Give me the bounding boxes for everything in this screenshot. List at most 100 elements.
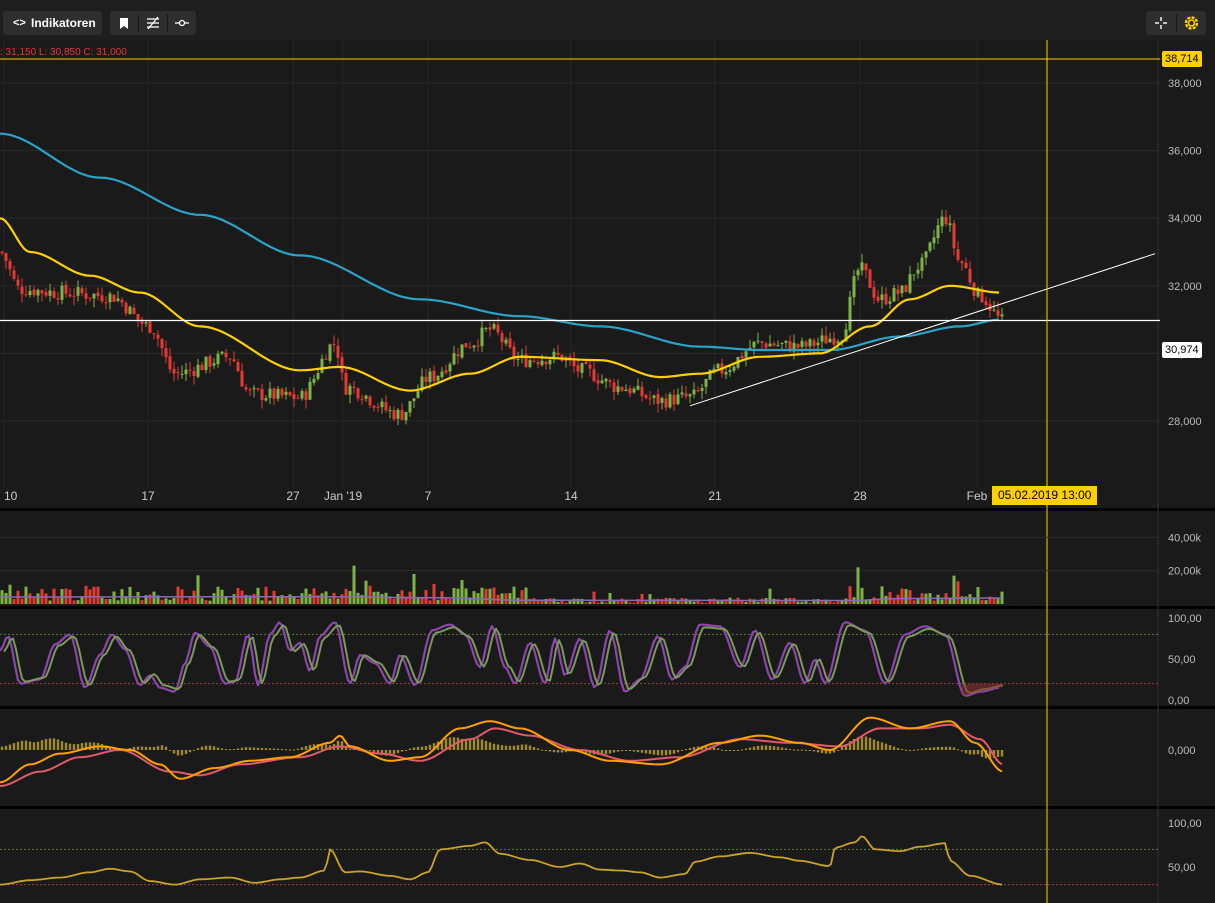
macd-histogram-bar [732,750,736,751]
volume-bar [912,600,916,604]
volume-bar [768,588,772,604]
volume-bar [568,601,572,604]
candle-body [224,352,228,358]
candle-body [248,389,252,391]
candle-body [764,343,768,348]
macd-histogram-bar [0,746,4,750]
crosshair-button[interactable] [1146,11,1176,35]
candle-body [12,270,16,279]
candle-body [0,251,4,254]
candle-body [68,294,72,297]
macd-histogram-bar [640,750,644,753]
volume-bar [972,598,976,604]
volume-bar [296,598,300,604]
candle-body [96,292,100,297]
candle-body [220,351,224,354]
candle-body [724,372,728,375]
volume-bar [248,595,252,604]
volume-bar [808,602,812,604]
volume-bar [196,575,200,604]
line-tool-button[interactable] [168,11,196,35]
volume-bar [744,601,748,604]
indicators-button[interactable]: <> Indikatoren [3,11,102,35]
candle-body [516,358,520,360]
candle-body [232,359,236,362]
macd-histogram-bar [376,750,380,754]
macd-histogram-bar [372,750,376,753]
volume-bar [624,600,628,604]
macd-histogram-bar [448,737,452,750]
volume-bar [636,599,640,604]
candle-body [136,313,140,321]
macd-histogram-bar [216,747,220,750]
candle-body [856,270,860,276]
volume-bar [72,600,76,604]
candle-body [704,378,708,387]
volume-bar [616,599,620,604]
macd-histogram-bar [188,750,192,753]
macd-histogram-bar [952,747,956,750]
volume-bar [108,599,112,604]
volume-bar [168,599,172,604]
volume-bar [388,596,392,604]
chart-area[interactable]: 28,00030,00032,00034,00036,00038,0001017… [0,40,1215,903]
volume-bar [932,600,936,604]
volume-bar [200,598,204,604]
macd-histogram-bar [140,746,144,750]
candle-body [572,359,576,367]
macd-histogram-bar [168,750,172,751]
macd-histogram-bar [908,750,912,751]
volume-bar [804,601,808,604]
macd-histogram-bar [232,748,236,750]
macd-histogram-bar [400,750,404,752]
volume-bar [188,597,192,604]
settings-button[interactable] [1177,11,1206,35]
macd-histogram-bar [60,741,64,750]
macd-histogram-bar [816,750,820,753]
chart-svg[interactable]: 28,00030,00032,00034,00036,00038,0001017… [0,40,1215,903]
volume-bar [484,588,488,604]
volume-bar [56,596,60,604]
macd-histogram-bar [664,750,668,756]
volume-bar [152,591,156,604]
volume-bar [964,596,968,604]
candle-body [668,394,672,408]
candle-body [240,370,244,387]
candle-body [116,298,120,301]
macd-histogram-bar [380,750,384,756]
volume-bar [752,599,756,604]
macd-histogram-bar [892,746,896,750]
candle-body [44,292,48,296]
macd-histogram-bar [828,750,832,754]
candle-body [408,401,412,413]
macd-histogram-bar [688,747,692,750]
macd-histogram-bar [388,750,392,756]
volume-bar [692,601,696,604]
bookmark-button[interactable] [110,11,138,35]
macd-histogram-bar [604,750,608,755]
volume-bar [456,588,460,604]
macd-histogram-bar [4,745,8,750]
ohlc-readout: : 31,150 L: 30,850 C: 31,000 [0,47,127,58]
main-panel-bg [0,40,1158,508]
macd-histogram-bar [228,749,232,751]
candle-body [308,381,312,400]
code-icon: <> [13,17,26,29]
macd-histogram-bar [968,750,972,755]
candle-body [612,382,616,392]
volume-bar [872,597,876,604]
macd-histogram-bar [488,742,492,750]
right-tools-group [1146,11,1206,35]
candle-body [184,369,188,375]
volume-bar [512,586,516,604]
panel-separator [0,806,1215,809]
volume-bar [608,592,612,604]
volume-bar [288,594,292,604]
macd-histogram-bar [412,747,416,750]
sliders-button[interactable] [139,11,167,35]
macd-histogram-bar [296,748,300,750]
candle-body [76,287,80,296]
macd-histogram-bar [932,747,936,750]
candle-body [28,290,32,296]
volume-bar [76,600,80,604]
